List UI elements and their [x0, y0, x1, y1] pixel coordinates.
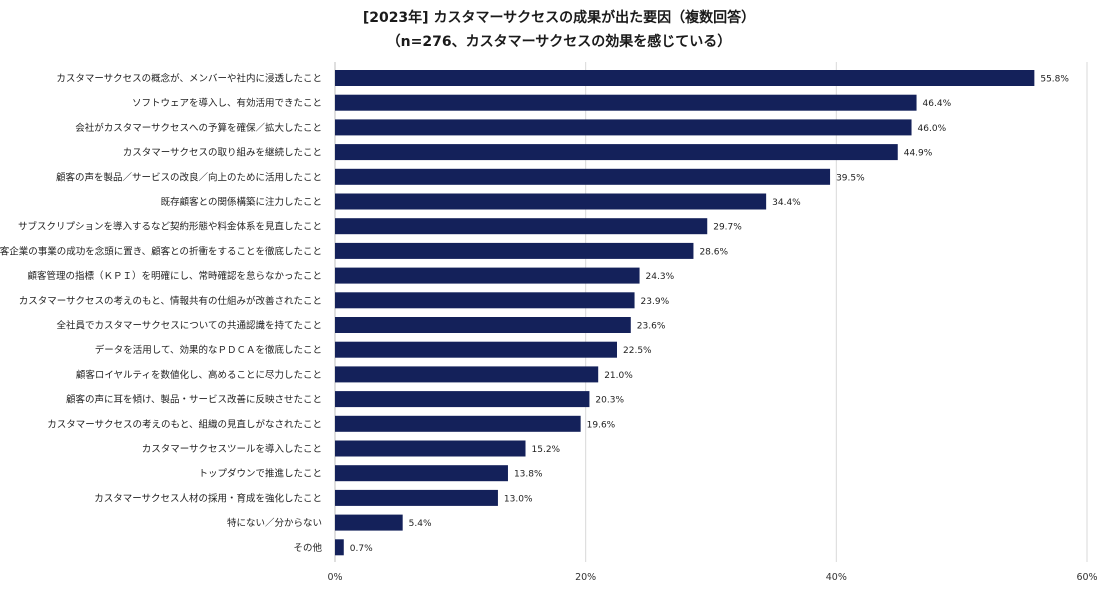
value-label: 23.9% — [641, 297, 670, 307]
bar — [335, 168, 831, 185]
value-label: 13.0% — [504, 494, 533, 504]
chart-title-block: [2023年] カスタマーサクセスの成果が出た要因（複数回答） （n=276、カ… — [0, 6, 1118, 54]
category-label: 全社員でカスタマーサクセスについての共通認識を持てたこと — [56, 320, 322, 332]
bar — [335, 539, 344, 556]
category-label: カスタマーサクセスの考えのもと、情報共有の仕組みが改善されたこと — [19, 295, 322, 307]
value-label: 55.8% — [1040, 75, 1069, 85]
category-label: データを活用して、効果的なＰＤＣＡを徹底したこと — [95, 344, 322, 356]
bar — [335, 94, 917, 111]
value-label: 24.3% — [646, 272, 675, 282]
chart-title: [2023年] カスタマーサクセスの成果が出た要因（複数回答） — [362, 10, 756, 26]
bar-layer — [335, 70, 1035, 556]
value-label: 44.9% — [904, 149, 933, 159]
category-label: 顧客の声に耳を傾け、製品・サービス改善に反映させたこと — [66, 394, 322, 406]
value-label: 0.7% — [350, 544, 373, 554]
category-label: 会社がカスタマーサクセスへの予算を確保／拡大したこと — [75, 122, 322, 134]
value-label: 19.6% — [587, 420, 616, 430]
bar — [335, 292, 635, 309]
bar — [335, 341, 617, 358]
x-tick-label: 20% — [575, 572, 596, 583]
category-label: カスタマーサクセスツールを導入したこと — [142, 443, 322, 455]
x-tick-label: 0% — [327, 572, 342, 583]
bar — [335, 193, 767, 210]
category-label: サブスクリプションを導入するなど契約形態や料金体系を見直したこと — [18, 221, 322, 233]
category-label: その他 — [293, 542, 322, 554]
bar — [335, 465, 508, 482]
bar — [335, 440, 526, 457]
value-label: 39.5% — [836, 173, 865, 183]
bar — [335, 514, 403, 531]
value-label: 46.4% — [923, 99, 952, 109]
value-label: 23.6% — [637, 322, 666, 332]
value-label: 34.4% — [772, 198, 801, 208]
tick-layer: 0% 20% 40% 60% — [327, 572, 1097, 583]
bar — [335, 267, 640, 284]
chart-subtitle: （n=276、カスタマーサクセスの効果を感じている） — [386, 34, 732, 50]
value-label: 46.0% — [918, 124, 947, 134]
value-label: 13.8% — [514, 470, 543, 480]
value-label: 20.3% — [595, 396, 624, 406]
value-label: 5.4% — [409, 519, 432, 529]
bar — [335, 119, 912, 136]
category-label: カスタマーサクセスの概念が、メンバーや社内に浸透したこと — [56, 73, 322, 85]
bar — [335, 489, 498, 506]
category-label: トップダウンで推進したこと — [198, 468, 322, 480]
category-label: 特にない／分からない — [227, 517, 322, 529]
value-label: 29.7% — [713, 223, 742, 233]
category-label: 顧客管理の指標（ＫＰＩ）を明確にし、常時確認を怠らなかったこと — [27, 270, 322, 282]
x-tick-label: 60% — [1076, 572, 1097, 583]
value-label: 28.6% — [699, 247, 728, 257]
bar — [335, 317, 631, 333]
bar — [335, 366, 599, 383]
category-label: 顧客企業の事業の成功を念頭に置き、顧客との折衝をすることを徹底したこと — [0, 245, 322, 257]
category-label: ソフトウェアを導入し、有効活用できたこと — [132, 97, 322, 109]
grid-layer — [334, 62, 1088, 562]
bar — [335, 391, 590, 408]
x-tick-label: 40% — [826, 572, 847, 583]
category-label: カスタマーサクセス人材の採用・育成を強化したこと — [94, 492, 322, 504]
value-label: 22.5% — [623, 346, 652, 356]
category-label: 顧客の声を製品／サービスの改良／向上のために活用したこと — [56, 171, 322, 183]
bar — [335, 218, 708, 235]
label-layer: カスタマーサクセスの概念が、メンバーや社内に浸透したこと 55.8% ソフトウェアを… — [0, 73, 1069, 554]
bar — [335, 415, 581, 432]
category-label: 顧客ロイヤルティを数値化し、高めることに尽力したこと — [76, 369, 322, 381]
value-label: 21.0% — [604, 371, 633, 381]
category-label: 既存顧客との関係構築に注力したこと — [161, 196, 322, 208]
value-label: 15.2% — [532, 445, 561, 455]
bar — [335, 144, 898, 161]
category-label: カスタマーサクセスの取り組みを継続したこと — [123, 147, 322, 159]
bar — [335, 70, 1035, 86]
category-label: カスタマーサクセスの考えのもと、組織の見直しがなされたこと — [47, 418, 322, 430]
bar — [335, 242, 694, 259]
